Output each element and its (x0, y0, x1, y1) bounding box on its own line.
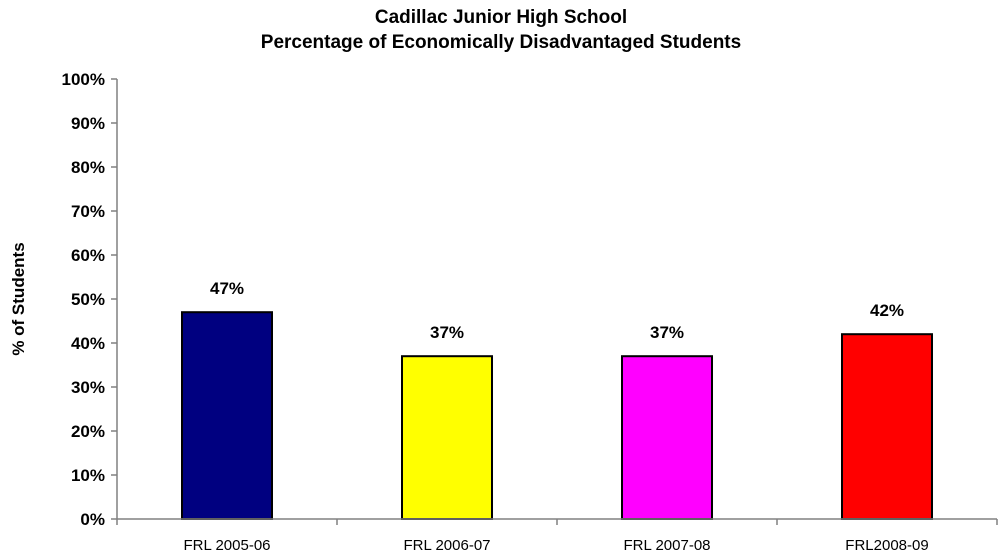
data-label: 47% (210, 279, 244, 298)
y-tick-label: 30% (71, 378, 105, 397)
data-labels: 47% 37% 37% 42% (210, 279, 904, 342)
chart-title-line-1: Cadillac Junior High School (374, 7, 628, 28)
y-axis-label: % of Students (9, 242, 28, 355)
data-label: 37% (430, 323, 464, 342)
y-tick-label: 70% (71, 202, 105, 221)
data-label: 37% (650, 323, 684, 342)
y-tick-label: 10% (71, 466, 105, 485)
y-tick-label: 20% (71, 422, 105, 441)
y-tick-label: 90% (71, 114, 105, 133)
y-tick-label: 50% (71, 290, 105, 309)
bar (401, 355, 493, 521)
y-tick-label: 100% (62, 70, 105, 89)
bar (841, 333, 933, 521)
bar (621, 355, 713, 521)
x-axis-ticks: FRL 2005-06 FRL 2006-07 FRL 2007-08 FRL2008… (116, 519, 998, 554)
bar (181, 311, 273, 521)
x-tick-label: FRL 2006-07 (404, 537, 491, 554)
data-label: 42% (870, 301, 904, 320)
y-axis-ticks: 0% 10% 20% 30% 40% 50% 60% 70% 80% 90% 100% (62, 70, 117, 529)
y-tick-label: 40% (71, 334, 105, 353)
x-tick-label: FRL 2005-06 (184, 537, 271, 554)
chart-title-line-2: Percentage of Economically Disadvantaged… (260, 32, 742, 53)
y-tick-label: 0% (80, 510, 105, 529)
x-tick-label: FRL2008-09 (845, 537, 928, 554)
x-tick-label: FRL 2007-08 (624, 537, 711, 554)
y-tick-label: 80% (71, 158, 105, 177)
y-tick-label: 60% (71, 246, 105, 265)
bars (181, 311, 933, 521)
